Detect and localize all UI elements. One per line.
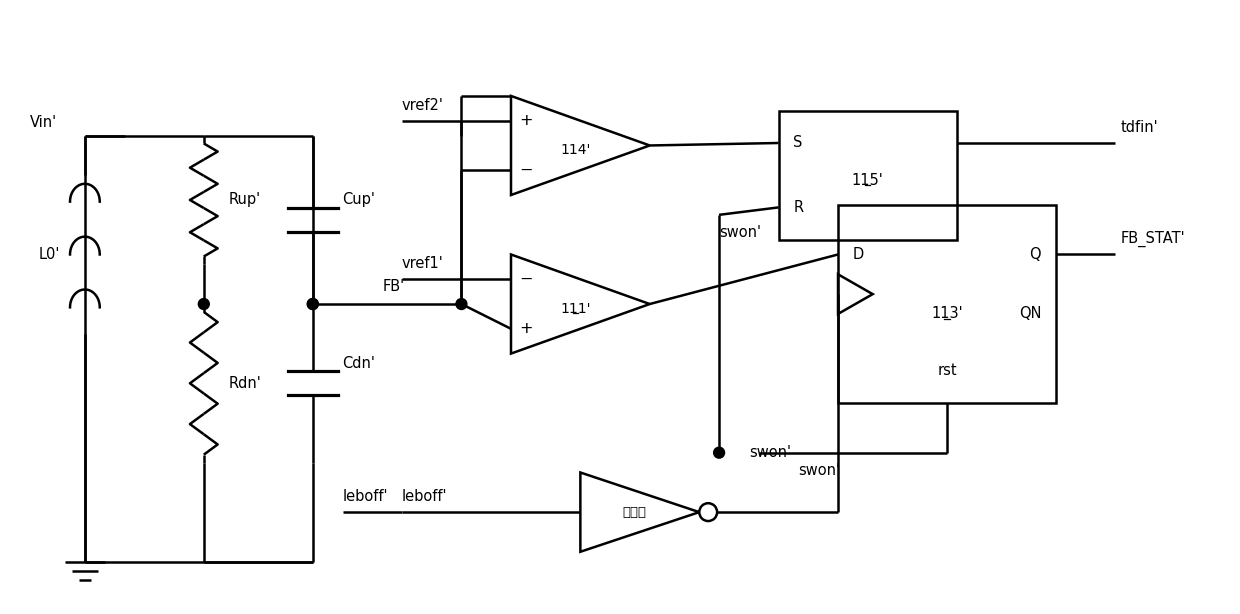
Text: +: + xyxy=(520,113,533,128)
Text: 反相器: 反相器 xyxy=(622,505,647,519)
Text: 113': 113' xyxy=(931,306,962,322)
Bar xyxy=(779,111,957,239)
Text: Vin': Vin' xyxy=(31,115,57,130)
Circle shape xyxy=(714,447,724,458)
Text: FB_STAT': FB_STAT' xyxy=(1121,230,1185,247)
Circle shape xyxy=(308,298,319,309)
Text: QN: QN xyxy=(1018,306,1042,322)
Text: swon': swon' xyxy=(719,225,761,239)
Text: L0': L0' xyxy=(38,247,60,262)
Text: R: R xyxy=(794,200,804,215)
Circle shape xyxy=(198,298,210,309)
Text: FB': FB' xyxy=(382,279,404,294)
Circle shape xyxy=(456,298,467,309)
Text: vref1': vref1' xyxy=(402,256,444,271)
Text: Cup': Cup' xyxy=(342,192,376,208)
Text: Rup': Rup' xyxy=(228,192,260,208)
Bar xyxy=(838,205,1056,403)
Text: swon': swon' xyxy=(799,462,841,478)
Text: Rdn': Rdn' xyxy=(228,376,262,391)
Circle shape xyxy=(308,298,319,309)
Text: rst: rst xyxy=(937,363,957,378)
Text: S: S xyxy=(794,136,802,150)
Text: −: − xyxy=(520,272,532,287)
Text: +: + xyxy=(520,321,533,336)
Text: leboff': leboff' xyxy=(402,489,448,504)
Text: 114': 114' xyxy=(560,144,590,157)
Text: 115': 115' xyxy=(852,173,884,188)
Text: D: D xyxy=(853,247,864,262)
Text: −: − xyxy=(520,163,532,177)
Text: Cdn': Cdn' xyxy=(342,356,376,371)
Text: vref2': vref2' xyxy=(402,98,444,113)
Text: leboff': leboff' xyxy=(342,489,388,504)
Text: 111': 111' xyxy=(560,302,590,316)
Text: swon': swon' xyxy=(749,445,791,460)
Text: tdfin': tdfin' xyxy=(1121,120,1158,135)
Text: Q: Q xyxy=(1029,247,1042,262)
